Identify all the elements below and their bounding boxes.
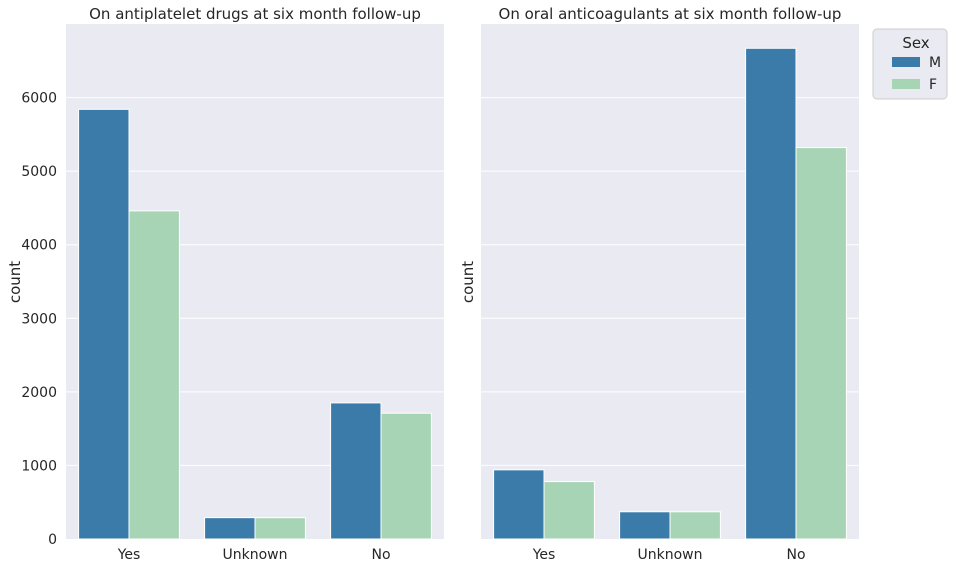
- panel-anticoagulants: Yes Unknown No On oral anticoagulants at s…: [459, 5, 859, 563]
- x-ticks-anticoagulants: Yes Unknown No: [532, 547, 806, 563]
- x-tick-label: No: [786, 547, 805, 563]
- bar-unknown-m: [204, 517, 256, 540]
- bar-no-m: [330, 402, 382, 540]
- y-tick-label: 5000: [21, 164, 57, 180]
- y-tick-label: 2000: [21, 385, 57, 401]
- panel-antiplatelet: Yes Unknown No 0 1000 2000 3000 4000 5000 6000 O…: [6, 5, 444, 563]
- chart-title-anticoagulants: On oral anticoagulants at six month foll…: [499, 5, 842, 23]
- x-tick-label: No: [371, 547, 390, 563]
- y-tick-label: 3000: [21, 311, 57, 327]
- bar-yes-f: [128, 210, 180, 540]
- chart-title-antiplatelet: On antiplatelet drugs at six month follo…: [89, 5, 421, 23]
- legend: Sex M F: [872, 28, 948, 100]
- bar-no-f: [380, 412, 432, 540]
- legend-swatch-f: [892, 79, 920, 89]
- bars-antiplatelet: [78, 108, 432, 540]
- y-axis-label-anticoagulants: count: [459, 261, 477, 303]
- legend-swatch-m: [892, 57, 920, 67]
- bar-no-f: [795, 147, 847, 540]
- bar-yes-f: [543, 481, 595, 540]
- bar-yes-m: [78, 108, 130, 540]
- bar-no-m: [745, 47, 797, 540]
- legend-label-m: M: [929, 55, 941, 71]
- bar-yes-m: [493, 469, 545, 540]
- legend-label-f: F: [929, 77, 937, 93]
- x-tick-label: Yes: [532, 547, 556, 563]
- legend-title: Sex: [902, 34, 929, 52]
- bar-unknown-m: [619, 511, 671, 540]
- bar-unknown-f: [669, 511, 721, 540]
- bar-unknown-f: [254, 517, 306, 540]
- x-tick-label: Yes: [117, 547, 141, 563]
- y-tick-label: 1000: [21, 458, 57, 474]
- x-tick-label: Unknown: [638, 547, 703, 563]
- y-tick-label: 0: [48, 532, 57, 548]
- y-tick-label: 6000: [21, 91, 57, 107]
- bars-anticoagulants: [493, 47, 847, 540]
- x-tick-label: Unknown: [223, 547, 288, 563]
- y-ticks-antiplatelet: 0 1000 2000 3000 4000 5000 6000: [21, 91, 57, 548]
- x-ticks-antiplatelet: Yes Unknown No: [117, 547, 391, 563]
- y-axis-label-antiplatelet: count: [6, 261, 24, 303]
- y-tick-label: 4000: [21, 238, 57, 254]
